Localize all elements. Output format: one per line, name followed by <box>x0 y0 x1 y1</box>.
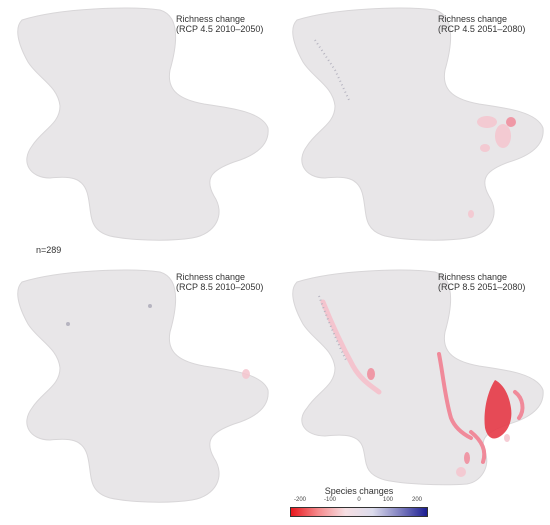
map-panel-rcp85-2010-2050: Richness change (RCP 8.5 2010–2050) <box>0 262 275 512</box>
panel-title: Richness change (RCP 8.5 2010–2050) <box>176 272 264 292</box>
panel-title: Richness change (RCP 4.5 2051–2080) <box>438 14 526 34</box>
sample-size-label: n=289 <box>36 245 62 255</box>
legend-tick: 0 <box>357 497 361 503</box>
legend-color-bar <box>290 507 428 517</box>
map-panel-rcp45-2010-2050: Richness change (RCP 4.5 2010–2050) <box>0 0 275 250</box>
legend-title: Species changes <box>324 486 394 496</box>
map-landmass <box>17 7 269 241</box>
legend-ticks: -200 -100 0 100 200 <box>287 497 431 506</box>
map-panel-rcp85-2051-2080: Richness change (RCP 8.5 2051–2080) <box>275 262 550 487</box>
legend-tick: 200 <box>411 497 423 503</box>
map-landmass <box>292 7 544 241</box>
color-legend: Species changes -200 -100 0 100 200 <box>287 486 431 522</box>
panel-title: Richness change (RCP 8.5 2051–2080) <box>438 272 526 292</box>
legend-tick: -200 <box>293 497 307 503</box>
legend-tick: -100 <box>323 497 337 503</box>
map-landmass <box>17 269 269 503</box>
legend-tick: 100 <box>382 497 394 503</box>
map-landmass <box>292 269 544 486</box>
map-panel-rcp45-2051-2080: Richness change (RCP 4.5 2051–2080) <box>275 0 550 250</box>
panel-title: Richness change (RCP 4.5 2010–2050) <box>176 14 264 34</box>
